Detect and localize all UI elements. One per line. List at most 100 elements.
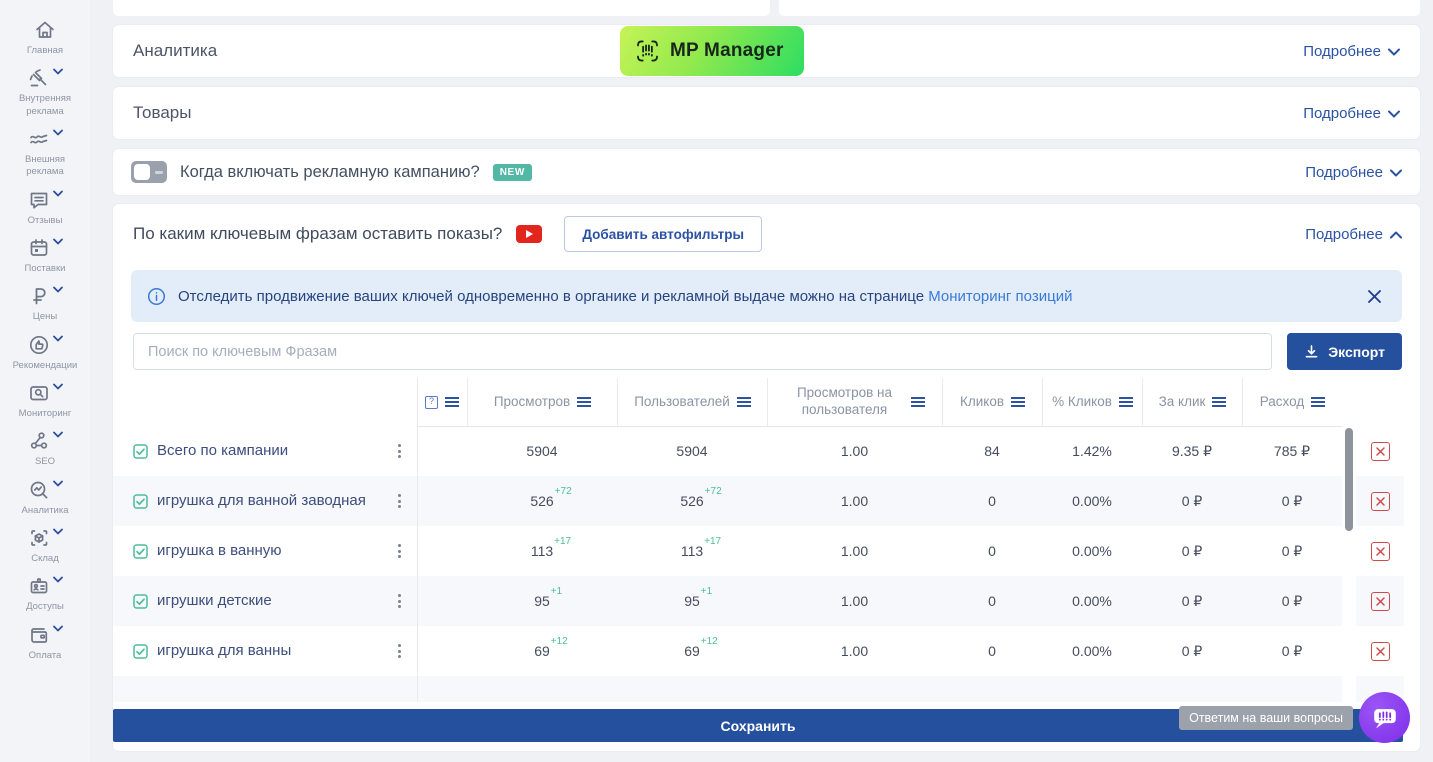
- keyword-label[interactable]: игрушка для ванной заводная: [157, 491, 366, 509]
- row-checkbox[interactable]: [133, 443, 148, 459]
- chevron-down-icon: [53, 68, 63, 75]
- seo-icon: [30, 432, 48, 450]
- internal-ads-icon: [29, 69, 47, 87]
- table-scrollbar[interactable]: [1345, 428, 1353, 531]
- delete-row-icon[interactable]: [1370, 491, 1390, 511]
- column-menu-icon: [736, 397, 751, 407]
- table-header-divider: [417, 426, 1342, 427]
- mp-manager-badge-label: MP Manager: [670, 40, 784, 61]
- row-menu-icon[interactable]: [392, 640, 407, 662]
- chevron-down-icon: [53, 577, 63, 583]
- chevron-down-icon: [53, 480, 63, 487]
- info-icon: [147, 287, 166, 305]
- sidebar-item-reviews[interactable]: Отзывы: [2, 188, 88, 227]
- chevron-down-icon: [53, 432, 63, 438]
- calendar-icon: [30, 239, 48, 256]
- section-products: Товары Подробнее: [113, 87, 1420, 139]
- chat-tooltip: Ответим на ваши вопросы: [1179, 706, 1353, 730]
- sidebar-item-warehouse[interactable]: Склад: [2, 526, 88, 565]
- analytics-more-link[interactable]: Подробнее: [1303, 43, 1400, 60]
- column-menu-icon: [1118, 397, 1133, 407]
- column-menu-icon[interactable]: [445, 396, 459, 408]
- header-spend[interactable]: Расход: [1242, 378, 1342, 426]
- chevron-down-icon: [1388, 110, 1400, 117]
- analytics-title: Аналитика: [133, 41, 218, 60]
- analytics-search-icon: [30, 481, 48, 499]
- keyword-label[interactable]: игрушка в ванную: [157, 541, 282, 559]
- help-icon[interactable]: ?: [425, 395, 438, 409]
- row-menu-icon[interactable]: [392, 590, 407, 612]
- campaign-schedule-more-link[interactable]: Подробнее: [1305, 164, 1402, 181]
- table-body: Всего по кампании 5904 5904 1.00 84 1.42…: [113, 426, 1420, 702]
- row-menu-icon[interactable]: [392, 540, 407, 562]
- column-menu-icon: [1311, 397, 1326, 407]
- sidebar-item-recommendations[interactable]: Рекомендации: [2, 333, 88, 372]
- table-row: игрушка для ванной заводная 526 +72 526 +7…: [113, 476, 1420, 526]
- cutoff-row: [113, 0, 1420, 16]
- info-banner-text: Отследить продвижение ваших ключей однов…: [178, 287, 1073, 305]
- keyword-label[interactable]: игрушка для ванны: [157, 641, 292, 659]
- sidebar-item-internal-ads[interactable]: Внутренняя реклама: [2, 66, 88, 118]
- delete-row-icon[interactable]: [1370, 441, 1390, 461]
- sidebar-item-seo[interactable]: SEO: [2, 429, 88, 468]
- sidebar-item-prices[interactable]: Цены: [2, 284, 88, 323]
- warehouse-icon: [31, 530, 48, 546]
- wallet-icon: [31, 627, 48, 643]
- add-autofilters-button[interactable]: Добавить автофильтры: [564, 216, 763, 252]
- chevron-down-icon: [1390, 169, 1402, 176]
- sidebar-item-home[interactable]: Главная: [2, 18, 88, 57]
- campaign-schedule-toggle[interactable]: [131, 161, 167, 183]
- reviews-icon: [30, 192, 48, 209]
- monitoring-positions-link[interactable]: Мониторинг позиций: [928, 287, 1073, 305]
- sidebar-item-analytics[interactable]: Аналитика: [2, 478, 88, 517]
- mp-manager-badge: MP Manager: [620, 26, 804, 76]
- products-title: Товары: [133, 103, 192, 122]
- banner-close-icon[interactable]: [1367, 289, 1382, 304]
- sidebar-item-monitoring[interactable]: Мониторинг: [2, 381, 88, 420]
- row-checkbox[interactable]: [133, 643, 148, 659]
- sidebar-item-access[interactable]: Доступы: [2, 574, 88, 613]
- chevron-down-icon: [53, 238, 63, 245]
- mp-manager-logo-icon: [637, 40, 658, 62]
- keyword-search-input[interactable]: [133, 333, 1273, 370]
- chevron-down-icon: [53, 383, 63, 390]
- delete-row-icon[interactable]: [1370, 641, 1390, 661]
- thumbs-up-icon: [29, 335, 49, 354]
- sidebar-item-external-ads[interactable]: Внешняя реклама: [2, 127, 88, 179]
- main-content: MP Manager Аналитика Подробнее Товары По…: [90, 0, 1433, 762]
- delete-row-icon[interactable]: [1370, 591, 1390, 611]
- header-users[interactable]: Пользователей: [617, 378, 767, 426]
- header-clicks[interactable]: Кликов: [942, 378, 1042, 426]
- chat-button[interactable]: [1359, 692, 1410, 743]
- row-checkbox[interactable]: [133, 543, 148, 559]
- delete-row-icon[interactable]: [1370, 541, 1390, 561]
- info-banner: Отследить продвижение ваших ключей однов…: [131, 270, 1402, 322]
- ruble-icon: [33, 288, 46, 305]
- youtube-icon[interactable]: [516, 225, 543, 243]
- header-cpc[interactable]: За клик: [1142, 378, 1242, 426]
- sidebar-item-supplies[interactable]: Поставки: [2, 236, 88, 275]
- table-divider: [417, 378, 418, 702]
- external-ads-icon: [30, 134, 48, 144]
- row-checkbox[interactable]: [133, 593, 148, 609]
- header-views[interactable]: Просмотров: [467, 378, 617, 426]
- column-menu-icon: [910, 397, 925, 407]
- keywords-more-link[interactable]: Подробнее: [1305, 226, 1402, 243]
- header-views-per-user[interactable]: Просмотров на пользователя: [767, 378, 942, 426]
- products-more-link[interactable]: Подробнее: [1303, 105, 1400, 122]
- download-icon: [1305, 345, 1318, 358]
- table-header-row: ? Просмотров Пользователей Просмотров на…: [113, 378, 1420, 426]
- table-row: Всего по кампании 5904 5904 1.00 84 1.42…: [113, 426, 1420, 476]
- export-button[interactable]: Экспорт: [1287, 333, 1402, 370]
- sidebar: Главная Внутренняя реклама Внешняя рекла…: [0, 0, 90, 762]
- row-checkbox[interactable]: [133, 493, 148, 509]
- campaign-schedule-title: Когда включать рекламную кампанию?: [180, 162, 480, 181]
- keyword-label[interactable]: игрушки детские: [157, 591, 272, 609]
- keywords-title: По каким ключевым фразам оставить показы…: [133, 224, 503, 243]
- chevron-down-icon: [53, 335, 63, 342]
- sidebar-item-payment[interactable]: Оплата: [2, 623, 88, 662]
- row-menu-icon[interactable]: [392, 440, 407, 462]
- row-menu-icon[interactable]: [392, 490, 407, 512]
- keyword-label[interactable]: Всего по кампании: [157, 441, 289, 459]
- header-ctr[interactable]: % Кликов: [1042, 378, 1142, 426]
